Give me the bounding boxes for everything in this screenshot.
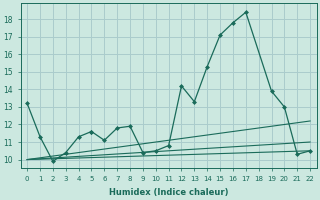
X-axis label: Humidex (Indice chaleur): Humidex (Indice chaleur) (109, 188, 228, 197)
